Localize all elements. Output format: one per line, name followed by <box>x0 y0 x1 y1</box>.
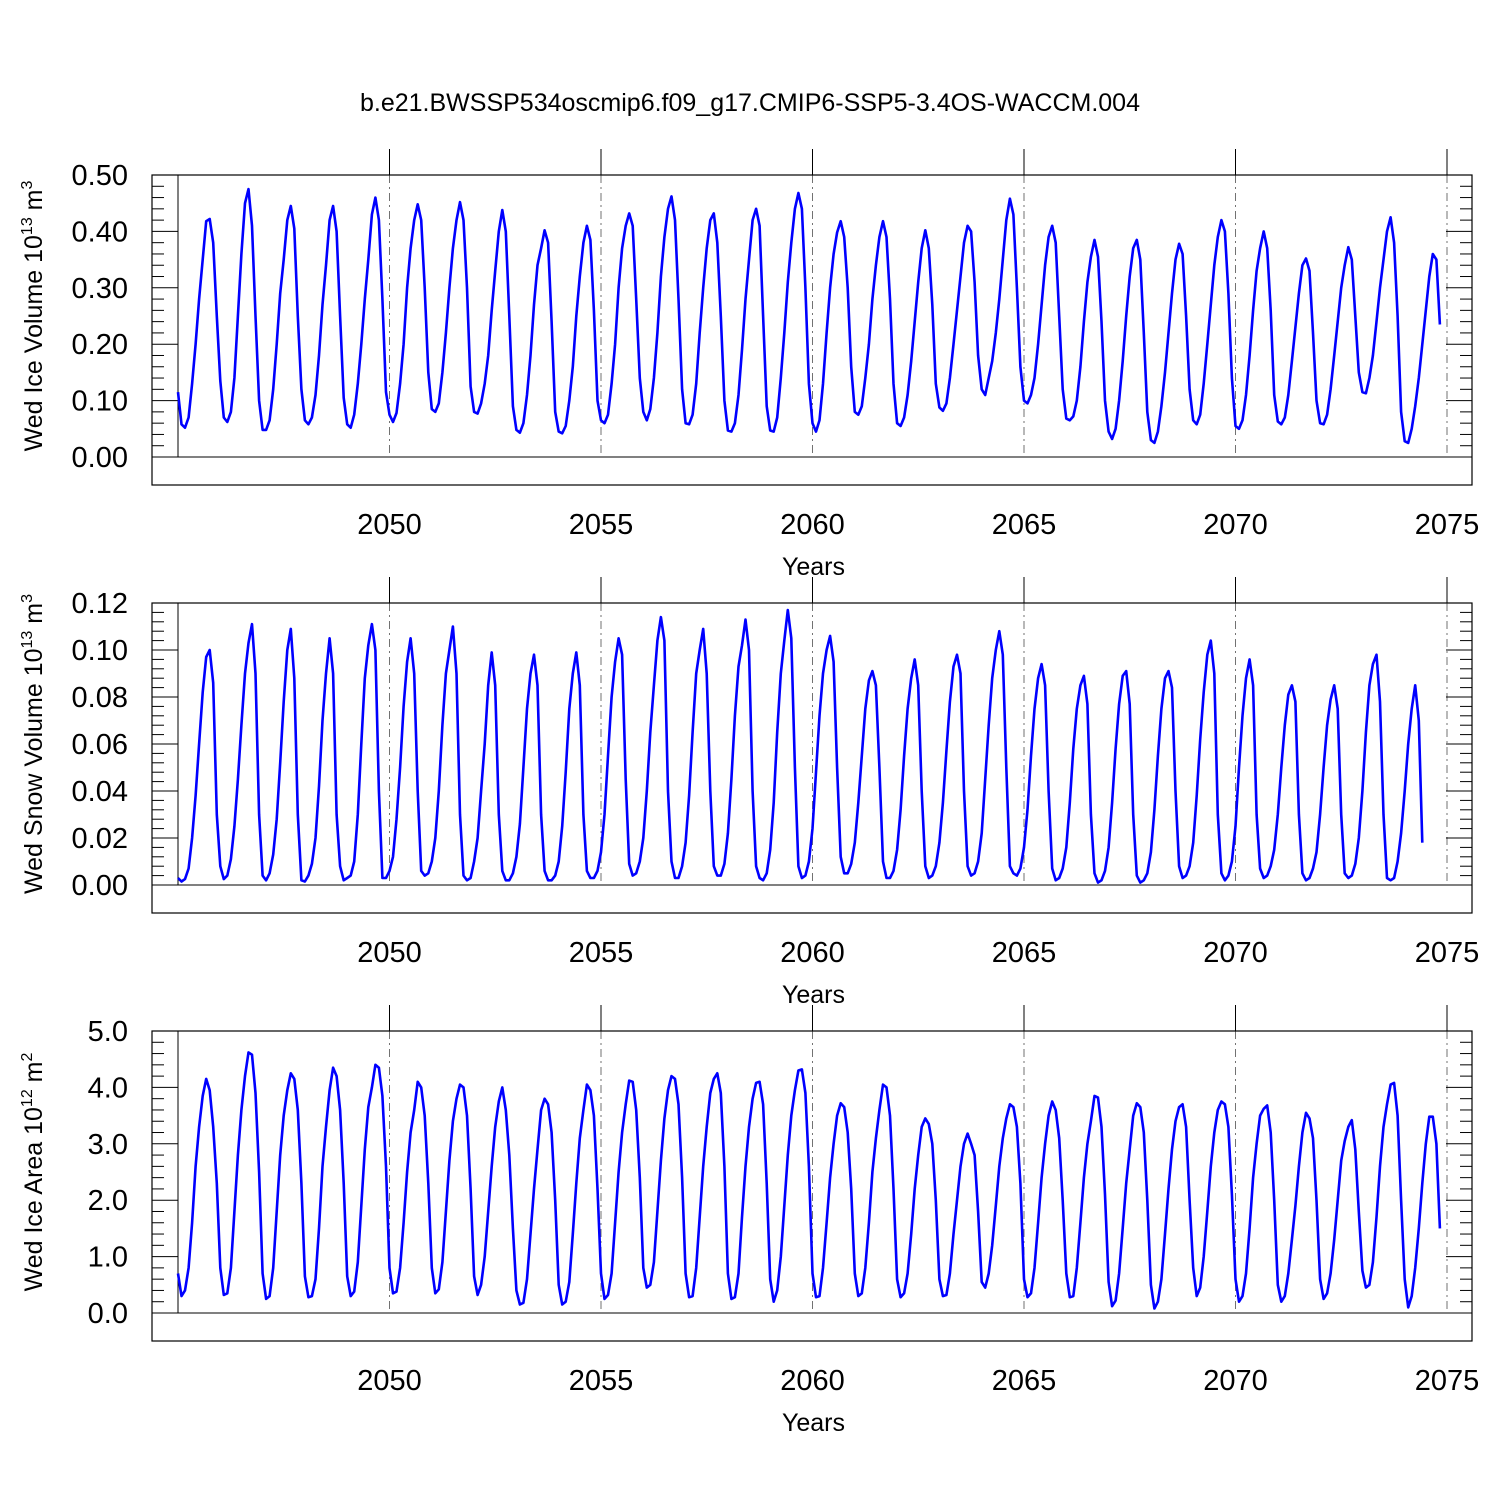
x-tick-label: 2060 <box>780 937 845 969</box>
plot-frame <box>151 174 1473 486</box>
chart-title: b.e21.BWSSP534oscmip6.f09_g17.CMIP6-SSP5… <box>360 89 1140 117</box>
x-tick-label: 2050 <box>357 1365 422 1397</box>
x-tick-label: 2070 <box>1203 937 1268 969</box>
y-tick-label: 0.04 <box>72 776 128 808</box>
y-tick-label: 3.0 <box>88 1129 128 1161</box>
chart-panel-3: 0.0 1.0 2.0 3.0 4.0 5.0 2050 2055 2060 2065 2070 20… <box>19 1005 1479 1437</box>
chart-panel-1: 0.00 0.10 0.20 0.30 0.40 0.50 2050 2055 2060 2065… <box>19 149 1479 581</box>
x-tick-label: 2065 <box>992 937 1057 969</box>
x-tick-label: 2075 <box>1415 1365 1480 1397</box>
y-tick-label: 0.10 <box>72 386 128 418</box>
x-tick-label: 2075 <box>1415 509 1480 541</box>
panels: 0.00 0.10 0.20 0.30 0.40 0.50 2050 2055 2060 2065… <box>19 149 1479 1437</box>
x-axis-title: Years <box>782 553 845 581</box>
chart-panel-2: 0.00 0.02 0.04 0.06 0.08 0.10 0.12 2050 2055 2060… <box>19 577 1479 1009</box>
y-tick-label: 0.10 <box>72 635 128 667</box>
series-line <box>176 187 1442 445</box>
x-tick-label: 2050 <box>357 509 422 541</box>
x-tick-label: 2070 <box>1203 509 1268 541</box>
series-line <box>177 608 1424 884</box>
y-tick-label: 0.12 <box>72 588 128 620</box>
x-tick-label: 2065 <box>992 1365 1057 1397</box>
x-tick-label: 2055 <box>569 937 634 969</box>
x-axis-title: Years <box>782 1409 845 1437</box>
y-axis-title: Wed Snow Volume 1013 m3 <box>19 594 48 894</box>
y-tick-label: 0.02 <box>72 823 128 855</box>
y-axis-title: Wed Ice Area 1012 m2 <box>19 1052 48 1291</box>
y-tick-label: 1.0 <box>88 1242 128 1274</box>
y-tick-label: 0.00 <box>72 442 128 474</box>
y-tick-label: 5.0 <box>88 1016 128 1048</box>
x-tick-label: 2050 <box>357 937 422 969</box>
y-tick-label: 2.0 <box>88 1185 128 1217</box>
x-tick-label: 2075 <box>1415 937 1480 969</box>
x-tick-label: 2055 <box>569 1365 634 1397</box>
x-tick-label: 2060 <box>780 1365 845 1397</box>
y-tick-label: 0.08 <box>72 682 128 714</box>
x-tick-label: 2060 <box>780 509 845 541</box>
y-tick-label: 4.0 <box>88 1072 128 1104</box>
y-tick-label: 0.06 <box>72 729 128 761</box>
y-tick-label: 0.0 <box>88 1298 128 1330</box>
y-tick-label: 0.40 <box>72 216 128 248</box>
x-axis-title: Years <box>782 981 845 1009</box>
y-axis-title: Wed Ice Volume 1013 m3 <box>19 180 48 451</box>
y-tick-label: 0.30 <box>72 273 128 305</box>
x-tick-label: 2065 <box>992 509 1057 541</box>
plot-frame <box>151 602 1473 914</box>
series-line <box>176 1051 1442 1310</box>
y-tick-label: 0.50 <box>72 160 128 192</box>
y-tick-label: 0.20 <box>72 329 128 361</box>
x-tick-label: 2070 <box>1203 1365 1268 1397</box>
x-tick-label: 2055 <box>569 509 634 541</box>
y-tick-label: 0.00 <box>72 870 128 902</box>
